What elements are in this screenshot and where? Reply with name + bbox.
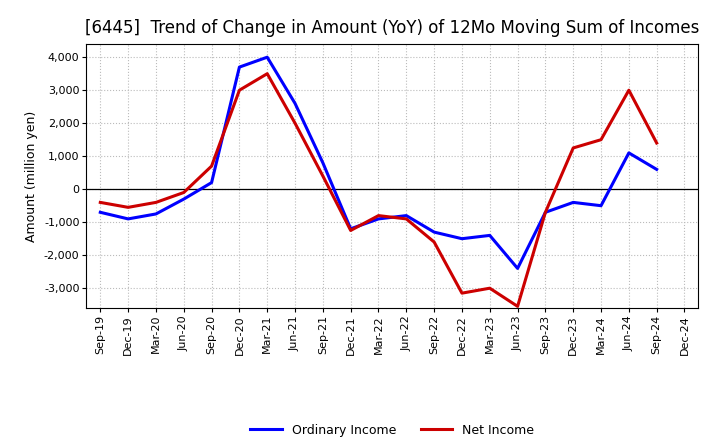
- Y-axis label: Amount (million yen): Amount (million yen): [25, 110, 38, 242]
- Net Income: [207, 163, 216, 169]
- Ordinary Income: [569, 200, 577, 205]
- Ordinary Income: [179, 196, 188, 202]
- Net Income: [430, 239, 438, 245]
- Ordinary Income: [652, 167, 661, 172]
- Net Income: [402, 216, 410, 222]
- Net Income: [152, 200, 161, 205]
- Net Income: [624, 88, 633, 93]
- Net Income: [374, 213, 383, 218]
- Ordinary Income: [541, 210, 550, 215]
- Ordinary Income: [96, 210, 104, 215]
- Title: [6445]  Trend of Change in Amount (YoY) of 12Mo Moving Sum of Incomes: [6445] Trend of Change in Amount (YoY) o…: [85, 19, 700, 37]
- Net Income: [235, 88, 243, 93]
- Ordinary Income: [235, 64, 243, 70]
- Ordinary Income: [458, 236, 467, 241]
- Ordinary Income: [485, 233, 494, 238]
- Net Income: [291, 121, 300, 126]
- Ordinary Income: [402, 213, 410, 218]
- Ordinary Income: [346, 226, 355, 231]
- Net Income: [541, 210, 550, 215]
- Ordinary Income: [291, 101, 300, 106]
- Ordinary Income: [124, 216, 132, 222]
- Net Income: [96, 200, 104, 205]
- Net Income: [513, 304, 522, 309]
- Net Income: [597, 137, 606, 143]
- Ordinary Income: [207, 180, 216, 185]
- Net Income: [652, 140, 661, 146]
- Net Income: [124, 205, 132, 210]
- Ordinary Income: [318, 160, 327, 165]
- Net Income: [569, 145, 577, 150]
- Net Income: [318, 173, 327, 179]
- Line: Net Income: Net Income: [100, 73, 657, 306]
- Net Income: [179, 190, 188, 195]
- Ordinary Income: [597, 203, 606, 209]
- Ordinary Income: [152, 211, 161, 216]
- Net Income: [346, 228, 355, 233]
- Legend: Ordinary Income, Net Income: Ordinary Income, Net Income: [246, 419, 539, 440]
- Line: Ordinary Income: Ordinary Income: [100, 57, 657, 268]
- Net Income: [485, 286, 494, 291]
- Net Income: [263, 71, 271, 76]
- Ordinary Income: [374, 216, 383, 222]
- Ordinary Income: [430, 230, 438, 235]
- Ordinary Income: [513, 266, 522, 271]
- Net Income: [458, 290, 467, 296]
- Ordinary Income: [263, 55, 271, 60]
- Ordinary Income: [624, 150, 633, 156]
